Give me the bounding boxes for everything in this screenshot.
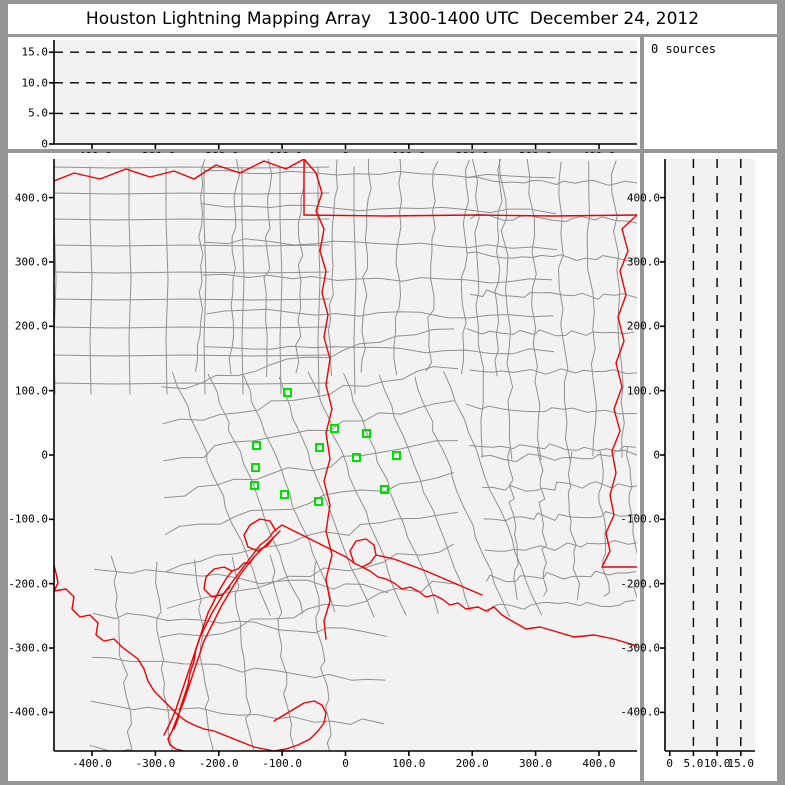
height-profile-axes (660, 159, 755, 756)
lma-station-marker[interactable] (380, 485, 390, 495)
y-tick-label: -400.0 (620, 705, 660, 719)
y-tick-label: -400.0 (8, 705, 48, 719)
y-tick-label: -100.0 (8, 512, 48, 526)
lma-station-marker[interactable] (361, 428, 371, 438)
y-tick-label: 100.0 (14, 384, 48, 398)
lma-station-marker[interactable] (283, 388, 293, 398)
y-tick-label: 200.0 (14, 319, 48, 333)
x-tick-label: 0 (666, 757, 674, 770)
y-tick-label: 200.0 (626, 319, 660, 333)
x-tick-label: 0 (342, 757, 349, 770)
map-plot-area[interactable] (54, 159, 637, 751)
time-height-gridlines (54, 51, 637, 115)
y-tick-label: 5.0 (28, 106, 48, 120)
x-tick-label: 300.0 (519, 757, 553, 770)
y-tick-label: 400.0 (14, 191, 48, 205)
x-tick-label: 10.0 (703, 757, 731, 770)
x-tick-label: -400.0 (72, 757, 112, 770)
lma-station-marker[interactable] (280, 489, 290, 499)
x-tick-label: -200.0 (198, 757, 239, 770)
window-title-bar: Houston Lightning Mapping Array 1300-140… (8, 4, 777, 34)
map-geography-layer (54, 159, 637, 751)
y-tick-label: 300.0 (14, 255, 48, 269)
lma-station-marker[interactable] (251, 463, 260, 473)
height-profile-plot-area[interactable] (665, 159, 755, 751)
y-tick-label: -200.0 (8, 577, 48, 591)
lma-station-marker[interactable] (329, 424, 339, 434)
y-tick-label: -300.0 (8, 641, 48, 655)
page-title: Houston Lightning Mapping Array 1300-140… (85, 9, 700, 29)
time-height-plot-area[interactable] (54, 40, 637, 144)
time-height-axes (49, 40, 637, 149)
y-tick-label: -200.0 (620, 577, 660, 591)
y-tick-label: 100.0 (626, 384, 660, 398)
lma-station-marker[interactable] (392, 450, 402, 460)
lma-station-marker[interactable] (352, 453, 362, 463)
source-count-label: 0 sources (651, 42, 717, 56)
source-count-panel: 0 sources (644, 37, 777, 149)
x-tick-label: 100.0 (392, 757, 426, 770)
y-tick-label: 400.0 (626, 191, 660, 205)
y-tick-label: 15.0 (21, 45, 49, 59)
time-height-panel: 05.010.015.0 -400.0-300.0-200.0-100.0010… (8, 37, 640, 163)
lma-station-marker[interactable] (250, 480, 260, 490)
y-tick-label: 0 (653, 448, 660, 462)
map-axes (49, 159, 637, 756)
y-tick-label: -100.0 (620, 512, 660, 526)
y-tick-label: -300.0 (620, 641, 660, 655)
y-tick-label: 10.0 (21, 76, 49, 90)
x-tick-label: 5.0 (683, 757, 704, 770)
x-tick-label: 15.0 (727, 757, 755, 770)
x-tick-label: 200.0 (455, 757, 489, 770)
height-profile-panel: -400.0 -300.0 -200.0 -100.0 0 100.0 200.0 300.0… (620, 153, 777, 781)
x-tick-label: 400.0 (582, 757, 616, 770)
x-tick-label: -100.0 (262, 757, 302, 770)
y-tick-label: 0 (41, 448, 48, 462)
plan-view-map-panel: -400.0 -300.0 -200.0 -100.0 0 100.0 200.0 300.0… (8, 153, 640, 781)
x-tick-label: -300.0 (135, 757, 176, 770)
height-profile-gridlines (692, 159, 742, 751)
lma-station-marker[interactable] (315, 442, 325, 452)
lma-station-marker[interactable] (314, 497, 324, 507)
lma-station-marker[interactable] (252, 441, 262, 451)
y-tick-label: 0 (41, 137, 48, 151)
y-tick-label: 300.0 (626, 255, 660, 269)
